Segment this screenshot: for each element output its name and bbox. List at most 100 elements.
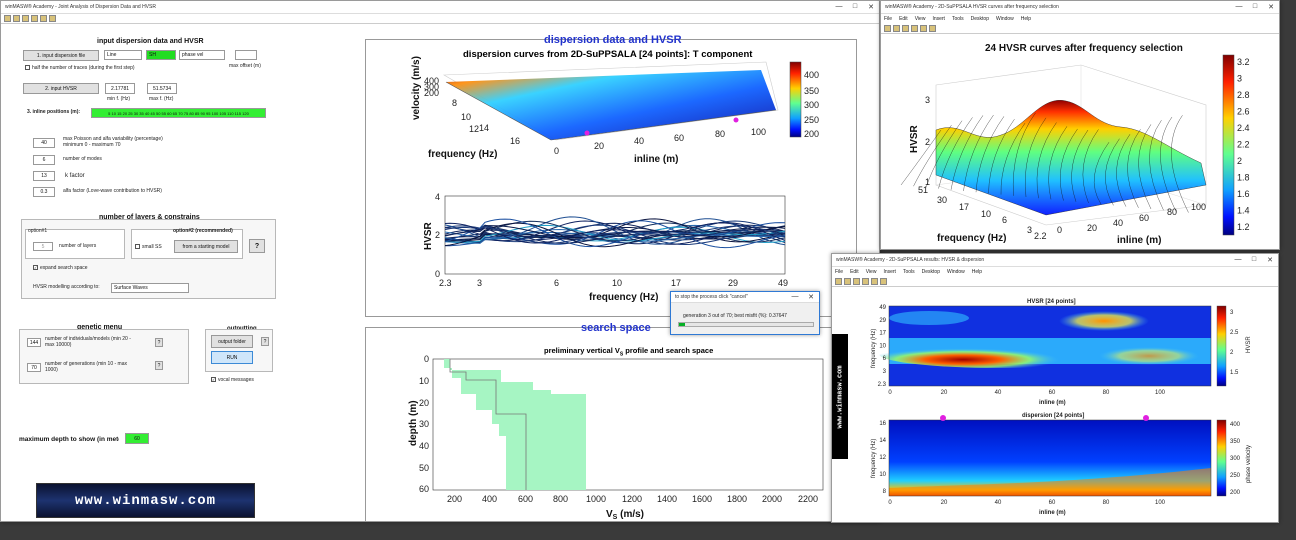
line-select[interactable]: Line	[104, 50, 142, 60]
menu-insert[interactable]: Insert	[932, 16, 945, 22]
bot-y-ticks: 16 14 12 10 8	[879, 421, 886, 495]
print-icon[interactable]	[911, 25, 918, 32]
group-select[interactable]: SH	[146, 50, 176, 60]
modes-field[interactable]: 6	[33, 155, 55, 165]
max-depth-field[interactable]: 60	[125, 433, 149, 444]
max-f-field[interactable]: 51.5734	[147, 83, 177, 94]
menu-view[interactable]: View	[914, 16, 926, 22]
layers-field[interactable]: 5	[33, 242, 53, 251]
vocal-checkbox[interactable]: ✓ vocal messages	[211, 376, 254, 383]
zoom-icon[interactable]	[871, 278, 878, 285]
rotate-icon[interactable]	[929, 25, 936, 32]
main-titlebar: winMASW® Academy - Joint Analysis of Dis…	[1, 1, 879, 14]
hvsr3d-mesh-line	[1094, 142, 1110, 205]
output-help-button[interactable]: ?	[261, 337, 269, 346]
zoom-icon[interactable]	[920, 25, 927, 32]
tick-label: 2.8	[1237, 90, 1250, 100]
menu-file[interactable]: File	[835, 269, 844, 275]
alfa-field[interactable]: 0.3	[33, 187, 55, 197]
close-icon[interactable]: ✕	[868, 4, 874, 11]
menu-edit[interactable]: Edit	[899, 16, 908, 22]
menu-file[interactable]: File	[884, 16, 893, 22]
f3d-tick: 3	[1027, 225, 1032, 235]
menu-insert[interactable]: Insert	[883, 269, 896, 275]
minimize-icon[interactable]: —	[1234, 256, 1242, 263]
hvsr3d-toolbar	[881, 24, 1279, 34]
new-icon[interactable]	[884, 25, 891, 32]
pan-icon[interactable]	[40, 15, 47, 22]
starting-model-button[interactable]: from a starting model	[174, 240, 238, 253]
phase-select[interactable]: phase vel	[179, 50, 225, 60]
help-button[interactable]: ?	[249, 239, 265, 253]
open-icon[interactable]	[4, 15, 11, 22]
individuals-field[interactable]: 144	[27, 338, 41, 347]
k-factor-field[interactable]: 13	[33, 171, 55, 181]
half-traces-checkbox[interactable]: half the number of traces (during the fi…	[25, 65, 135, 72]
min-f-field[interactable]: 2.17781	[105, 83, 135, 94]
minimize-icon[interactable]: —	[791, 293, 799, 300]
menu-tools[interactable]: Tools	[951, 16, 964, 22]
tick-label: 3	[1237, 74, 1242, 84]
rotate-icon[interactable]	[880, 278, 887, 285]
hvsr3d-mesh-line	[1000, 123, 1026, 195]
close-icon[interactable]: ✕	[1268, 4, 1274, 11]
expand-checkbox[interactable]: ✓ expand search space	[33, 264, 88, 271]
hvsr-y-tick: 4	[435, 192, 440, 202]
f3d-tick: 2.2	[1034, 231, 1047, 241]
inline-positions-field[interactable]: 5 10 15 20 25 30 35 40 45 50 55 60 65 70…	[91, 108, 266, 118]
generations-help-button[interactable]: ?	[155, 361, 163, 370]
close-icon[interactable]: ✕	[1267, 257, 1273, 264]
small-ss-checkbox[interactable]: small SS	[135, 244, 162, 251]
hvsr3d-mesh-line	[913, 124, 952, 187]
save-icon[interactable]	[13, 15, 20, 22]
f3d-tick: 6	[1002, 215, 1007, 225]
minimize-icon[interactable]: —	[835, 3, 843, 10]
menu-desktop[interactable]: Desktop	[921, 269, 940, 275]
input-dispersion-button[interactable]: 1. input dispersion file	[23, 50, 99, 61]
maximize-icon[interactable]: □	[1252, 3, 1258, 10]
save-icon[interactable]	[902, 25, 909, 32]
input-hvsr-button[interactable]: 2. input HVSR	[23, 83, 99, 94]
hvsr-modelling-select[interactable]: Surface Waves	[111, 283, 189, 293]
dispersion-title: dispersion curves from 2D-SuPPSALA [24 p…	[463, 49, 753, 60]
zoom-out-icon[interactable]	[31, 15, 38, 22]
output-folder-button[interactable]: output folder	[211, 335, 253, 348]
hvsr-section-anomaly	[1059, 311, 1149, 331]
menu-edit[interactable]: Edit	[850, 269, 859, 275]
minimize-icon[interactable]: —	[1235, 3, 1243, 10]
open-icon[interactable]	[893, 25, 900, 32]
cb-tick: 400	[804, 70, 819, 80]
open-icon[interactable]	[844, 278, 851, 285]
print-icon[interactable]	[862, 278, 869, 285]
menu-tools[interactable]: Tools	[902, 269, 915, 275]
max-offset-field[interactable]	[235, 50, 257, 60]
maximize-icon[interactable]: □	[852, 3, 858, 10]
vs-tick: 2000	[762, 494, 782, 504]
hvsr-x-label: frequency (Hz)	[589, 292, 658, 303]
menu-desktop[interactable]: Desktop	[970, 16, 989, 22]
generations-field[interactable]: 70	[27, 363, 41, 372]
hvsr-curve	[444, 225, 786, 244]
menu-help[interactable]: Help	[1020, 16, 1032, 22]
menu-help[interactable]: Help	[971, 269, 983, 275]
individuals-help-button[interactable]: ?	[155, 338, 163, 347]
dispersion-heading: dispersion data and HVSR	[544, 34, 682, 46]
max-offset-label: max offset (m)	[229, 63, 261, 69]
run-button[interactable]: RUN	[211, 351, 253, 364]
rotate-icon[interactable]	[49, 15, 56, 22]
tick-label: 80	[1103, 500, 1110, 506]
menu-view[interactable]: View	[865, 269, 877, 275]
search-space-title: preliminary vertical VS profile and sear…	[544, 346, 714, 358]
freq-tick: 10	[461, 112, 471, 122]
poisson-field[interactable]: 40	[33, 138, 55, 148]
menu-window[interactable]: Window	[995, 16, 1014, 22]
save-icon[interactable]	[853, 278, 860, 285]
new-icon[interactable]	[835, 278, 842, 285]
vs-profile-line	[449, 359, 527, 490]
maximize-icon[interactable]: □	[1251, 256, 1257, 263]
inline-axis-label: inline (m)	[634, 154, 678, 165]
menu-window[interactable]: Window	[946, 269, 965, 275]
zoom-in-icon[interactable]	[22, 15, 29, 22]
close-icon[interactable]: ✕	[808, 294, 814, 301]
